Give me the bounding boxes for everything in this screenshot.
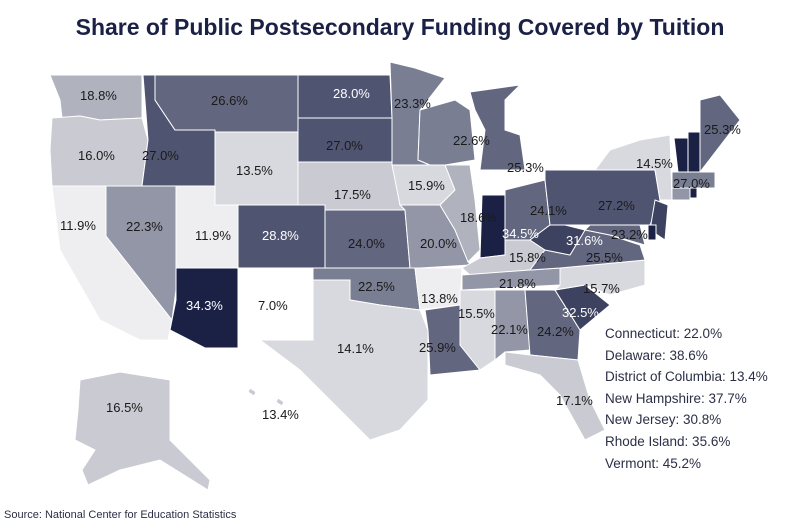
label-mt: 26.6% [211,93,248,108]
state-fl [504,351,606,441]
label-nv: 22.3% [126,219,163,234]
label-ma: 27.0% [673,176,710,191]
state-nc [553,259,646,296]
label-ia: 15.9% [408,178,445,193]
state-mi [469,84,526,171]
label-ok: 22.5% [358,279,395,294]
label-nd: 28.0% [333,86,370,101]
state-ne [297,161,407,211]
label-mo: 20.0% [420,236,457,251]
label-tn: 21.8% [499,276,536,291]
annotation-district-of-columbia: District of Columbia: 13.4% [605,369,768,385]
label-wi: 22.6% [453,133,490,148]
label-ny: 14.5% [636,156,673,171]
annotation-rhode-island: Rhode Island: 35.6% [605,433,731,449]
label-la: 25.9% [419,340,456,355]
small-states-annotation-list: Connecticut: 22.0% Delaware: 38.6% Distr… [605,323,768,474]
annotation-new-hampshire: New Hampshire: 37.7% [605,390,747,406]
label-mi: 25.3% [507,160,544,175]
label-ak: 16.5% [106,400,143,415]
state-hi [275,397,285,407]
label-co: 28.8% [262,228,299,243]
state-ak [74,371,211,491]
source-note: Source: National Center for Education St… [4,509,237,521]
label-wy: 13.5% [236,163,273,178]
state-al [494,289,531,362]
annotation-delaware: Delaware: 38.6% [605,347,708,363]
label-ms: 15.5% [458,306,495,321]
state-ct [671,187,691,201]
state-tx [258,279,429,441]
state-ri [689,187,698,199]
state-ma [671,171,716,189]
label-il: 18.6% [460,210,497,225]
annotation-new-jersey: New Jersey: 30.8% [605,412,722,428]
label-ky: 15.8% [509,250,546,265]
label-md: 23.2% [611,227,648,242]
label-wa: 18.8% [80,88,117,103]
label-ne: 17.5% [334,187,371,202]
label-me: 25.3% [704,122,741,137]
state-il [439,164,481,263]
label-pa: 27.2% [598,198,635,213]
label-hi: 13.4% [262,407,299,422]
state-wi [417,99,476,166]
label-sc: 32.5% [562,305,599,320]
state-me [699,94,741,174]
label-va: 25.5% [586,250,623,265]
label-sd: 27.0% [326,138,363,153]
label-az: 34.3% [186,298,223,313]
label-al: 22.1% [491,322,528,337]
annotation-vermont: Vermont: 45.2% [605,455,702,471]
label-wv: 31.6% [566,233,603,248]
label-id: 27.0% [142,148,179,163]
label-or: 16.0% [78,148,115,163]
label-ar: 13.8% [421,291,458,306]
state-de [647,224,657,241]
chart-title: Share of Public Postsecondary Funding Co… [75,14,725,40]
state-nh [687,131,701,173]
annotation-connecticut: Connecticut: 22.0% [605,326,723,341]
label-fl: 17.1% [556,393,593,408]
state-ny [594,134,673,201]
label-nc: 15.7% [583,281,620,296]
label-mn: 23.3% [394,96,431,111]
label-nm: 7.0% [258,298,288,313]
state-vt [673,137,689,173]
state-ga [524,289,581,361]
label-ut: 11.9% [195,228,231,243]
label-tx: 14.1% [337,341,374,356]
label-ca: 11.9% [60,218,96,233]
label-oh: 24.1% [530,203,567,218]
label-ga: 24.2% [537,324,574,339]
state-hi2 [247,387,257,397]
label-ks: 24.0% [348,236,385,251]
label-in: 34.5% [502,226,539,241]
